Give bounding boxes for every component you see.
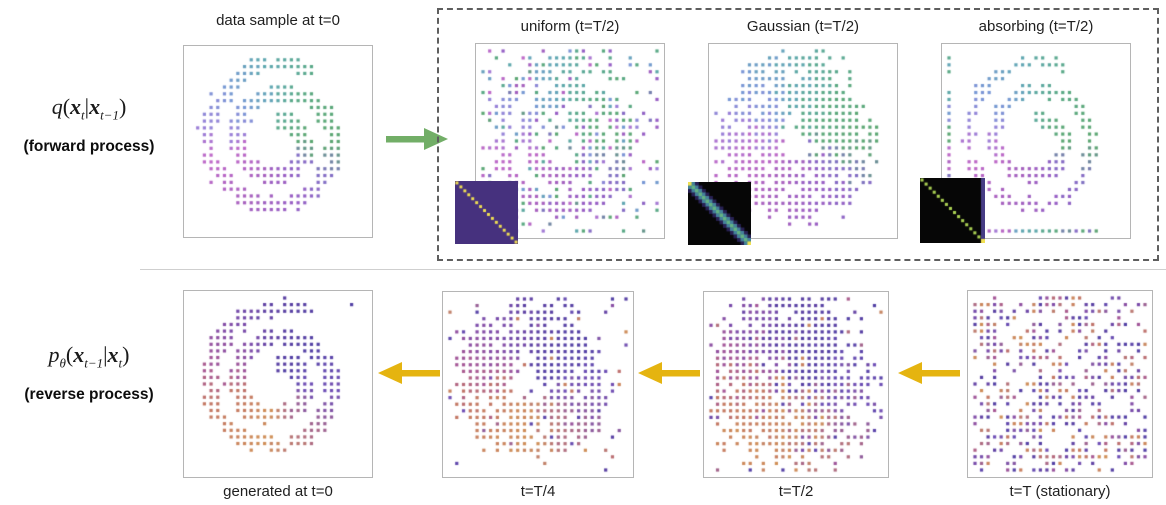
noised-panels-group (437, 8, 1159, 261)
scatter-stationary (967, 290, 1153, 478)
forward-equation: q(xt|xt−1) (51, 94, 127, 123)
forward-arrow-icon (386, 128, 448, 150)
panel-title-uniform: uniform (t=T/2) (520, 18, 620, 35)
transition-matrix-gaussian (688, 182, 751, 245)
reverse-process-label: pθ(xt−1|xt) (reverse process) (0, 342, 178, 404)
section-divider (140, 269, 1166, 270)
reverse-arrow-icon-2 (638, 362, 700, 384)
scatter-data-sample (183, 45, 373, 238)
transition-matrix-absorbing (920, 178, 985, 243)
p-symbol: p (48, 342, 60, 367)
panel-caption-stationary: t=T (stationary) (1009, 483, 1111, 500)
panel-title-absorbing: absorbing (t=T/2) (978, 18, 1094, 35)
reverse-arrow-icon-1 (378, 362, 440, 384)
panel-caption-t-quarter: t=T/4 (520, 483, 556, 500)
panel-caption-t-half: t=T/2 (778, 483, 814, 500)
panel-caption-generated: generated at t=0 (223, 483, 333, 500)
scatter-t-half (703, 291, 889, 478)
reverse-process-caption: (reverse process) (24, 386, 154, 404)
panel-title-gaussian: Gaussian (t=T/2) (746, 18, 860, 35)
q-symbol: q (51, 94, 63, 119)
scatter-generated (183, 290, 373, 478)
scatter-t-quarter (442, 291, 634, 478)
forward-process-label: q(xt|xt−1) (forward process) (0, 94, 178, 156)
reverse-equation: pθ(xt−1|xt) (48, 342, 130, 371)
reverse-arrow-icon-3 (898, 362, 960, 384)
transition-matrix-uniform (455, 181, 518, 244)
panel-title-data-sample: data sample at t=0 (216, 12, 340, 29)
forward-process-caption: (forward process) (23, 138, 155, 156)
